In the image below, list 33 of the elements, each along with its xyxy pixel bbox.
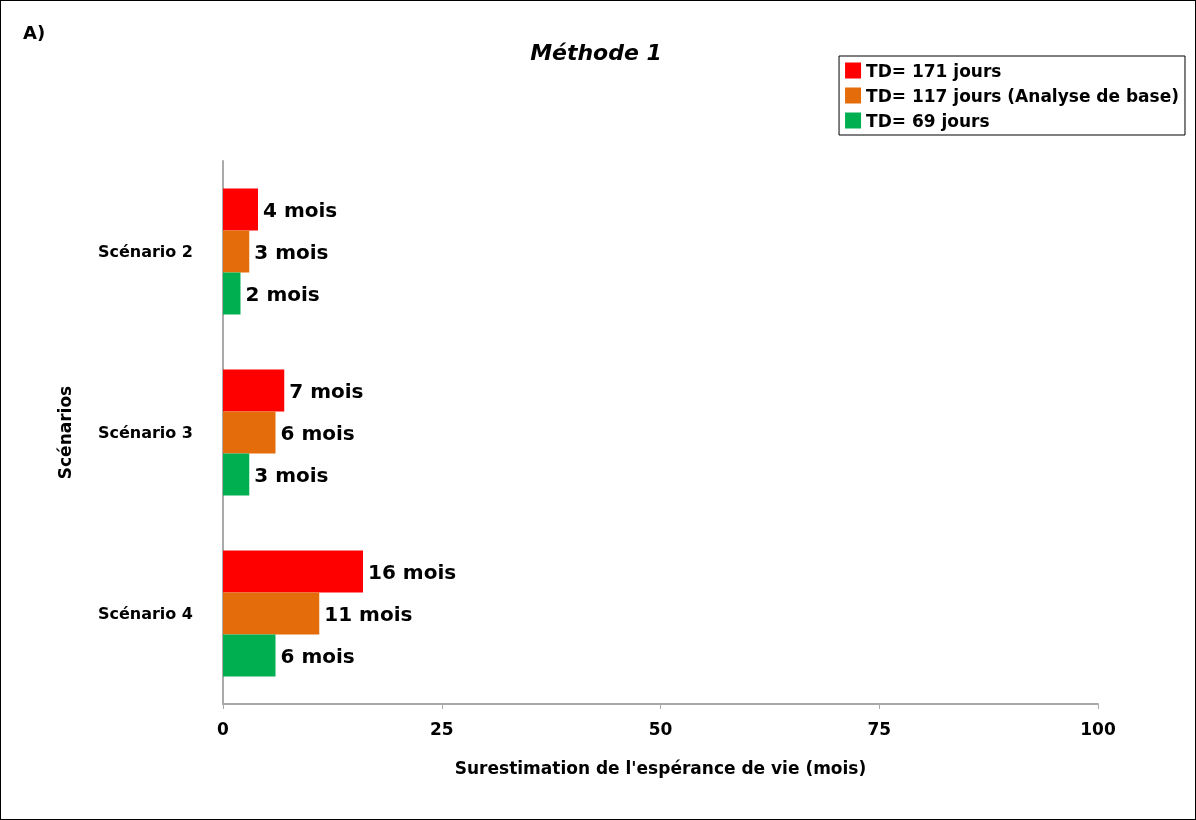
data-label: 7 mois bbox=[289, 378, 364, 403]
legend-label: TD= 69 jours bbox=[866, 110, 990, 131]
x-axis-title: Surestimation de l'espérance de vie (mois) bbox=[454, 757, 867, 778]
data-label: 11 mois bbox=[324, 601, 413, 626]
data-label: 4 mois bbox=[263, 197, 338, 222]
y-tick-label: Scénario 3 bbox=[97, 423, 193, 442]
bar bbox=[223, 272, 241, 315]
bar bbox=[223, 230, 250, 273]
text: A) bbox=[23, 21, 46, 43]
bar bbox=[223, 411, 276, 454]
x-tick-label: 25 bbox=[429, 718, 454, 739]
x-tick-label: 50 bbox=[648, 718, 673, 739]
data-label: 3 mois bbox=[254, 239, 329, 264]
bar bbox=[223, 453, 250, 496]
y-tick-label: Scénario 2 bbox=[97, 242, 193, 261]
bar bbox=[223, 592, 320, 635]
data-label: 2 mois bbox=[245, 281, 320, 306]
data-label: 6 mois bbox=[280, 643, 355, 668]
bar bbox=[223, 369, 285, 412]
data-label: 3 mois bbox=[254, 462, 329, 487]
bar bbox=[223, 634, 276, 677]
bar bbox=[223, 550, 363, 593]
data-label: 16 mois bbox=[368, 559, 457, 584]
y-tick-label: Scénario 4 bbox=[97, 604, 193, 623]
x-tick-label: 0 bbox=[217, 718, 230, 739]
x-tick-label: 75 bbox=[867, 718, 892, 739]
bar bbox=[223, 188, 258, 231]
x-tick-label: 100 bbox=[1080, 718, 1116, 739]
chart-title: Méthode 1 bbox=[530, 39, 662, 65]
legend-label: TD= 171 jours bbox=[866, 60, 1002, 81]
legend-label: TD= 117 jours (Analyse de base) bbox=[866, 85, 1180, 106]
data-label: 6 mois bbox=[280, 420, 355, 445]
y-axis-title: Scénarios bbox=[54, 385, 75, 480]
